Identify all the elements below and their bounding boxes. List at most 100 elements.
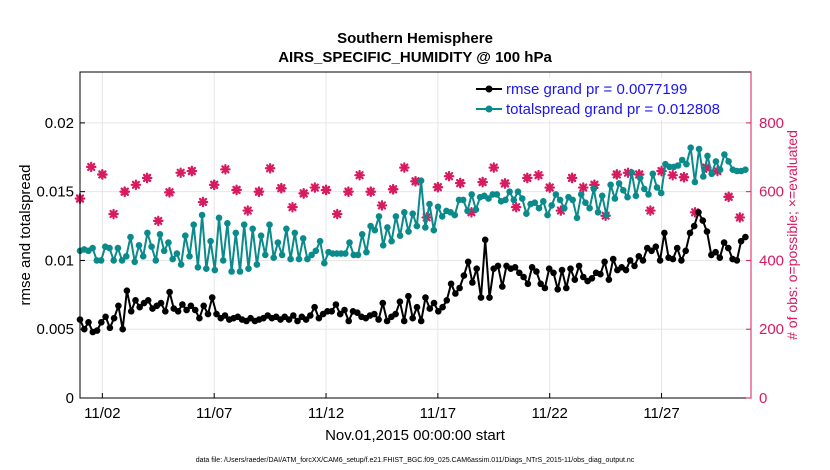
rmse-point (119, 325, 126, 333)
obs-marker-core (547, 184, 553, 191)
plot-area (80, 72, 751, 398)
rmse-point (622, 266, 630, 274)
obs-evaluated-marker (678, 171, 690, 183)
totalspread-point (409, 210, 417, 217)
rmse-point (456, 284, 463, 292)
totalspread-point (186, 252, 193, 260)
rmse-point (601, 258, 608, 266)
obs-possible-marker (399, 162, 410, 173)
totalspread-point (131, 258, 138, 266)
rmse-series (76, 209, 749, 336)
totalspread-series (76, 144, 749, 275)
totalspread-point (139, 252, 147, 260)
legend-rmse-label: rmse grand pr = 0.0077199 (506, 81, 687, 98)
rmse-point (550, 269, 557, 277)
rmse-point (712, 248, 719, 256)
y-right-tick-label: 600 (759, 184, 784, 201)
totalspread-point (177, 261, 185, 268)
obs-marker-core (726, 194, 732, 200)
totalspread-point (240, 221, 248, 228)
rmse-point (191, 306, 199, 314)
legend-rmse-marker (485, 85, 493, 93)
totalspread-point (742, 166, 749, 173)
obs-evaluated-marker (186, 165, 198, 177)
totalspread-point (89, 244, 96, 252)
obs-possible-marker (533, 169, 544, 181)
y-right-tick-label: 200 (759, 321, 784, 338)
rmse-point (166, 288, 173, 296)
totalspread-point (160, 247, 168, 255)
rmse-point (635, 252, 643, 260)
totalspread-point (312, 247, 320, 255)
obs-possible-marker (220, 164, 231, 175)
totalspread-point (308, 251, 315, 259)
rmse-point (409, 314, 417, 322)
rmse-point (311, 303, 318, 311)
obs-marker-core (122, 189, 128, 195)
rmse-point (695, 209, 702, 216)
obs-marker-core (681, 174, 687, 180)
rmse-point (345, 317, 353, 325)
totalspread-point (632, 192, 640, 200)
totalspread-point (114, 244, 122, 252)
totalspread-point (636, 174, 644, 182)
rmse-point (302, 316, 310, 323)
obs-marker-core (670, 172, 676, 178)
obs-possible-marker (287, 201, 298, 213)
obs-possible-marker (130, 179, 142, 191)
rmse-point (631, 262, 638, 270)
totalspread-point (346, 239, 353, 246)
totalspread-point (379, 242, 387, 249)
rmse-point (597, 270, 604, 278)
obs-evaluated-marker (477, 176, 488, 188)
y-right-tick-label: 0 (759, 390, 767, 407)
x-tick-label: 11/02 (84, 405, 120, 422)
totalspread-point (514, 188, 522, 195)
obs-marker-core (155, 218, 161, 224)
rmse-point (533, 268, 540, 275)
rmse-point (174, 308, 182, 315)
totalspread-point (464, 207, 471, 215)
legend-spread-marker (485, 105, 493, 113)
rmse-point (742, 233, 749, 241)
rmse-point (341, 306, 348, 314)
y-right-tick-label: 400 (759, 252, 784, 269)
totalspread-point (708, 170, 715, 178)
totalspread-point (573, 214, 581, 222)
y-tick-label: 0.015 (36, 184, 74, 201)
rmse-point (682, 247, 689, 255)
obs-marker-core (524, 175, 530, 181)
totalspread-point (544, 211, 551, 219)
rmse-point (183, 306, 190, 314)
rmse-point (200, 302, 207, 310)
rmse-point (106, 324, 114, 332)
rmse-point (375, 316, 382, 323)
totalspread-point (135, 242, 143, 249)
totalspread-point (358, 231, 366, 238)
rmse-point (690, 222, 698, 230)
obs-evaluated-marker (253, 186, 265, 197)
totalspread-point (198, 211, 206, 219)
rmse-point (669, 255, 677, 263)
rmse-point (678, 257, 685, 264)
obs-possible-marker (734, 212, 746, 223)
totalspread-point (295, 255, 303, 263)
rmse-point (528, 264, 536, 271)
rmse-point (208, 294, 216, 301)
obs-evaluated-marker (387, 183, 399, 195)
grid (80, 72, 751, 398)
rmse-point (379, 299, 387, 307)
rmse-point (464, 258, 472, 266)
obs-marker-core (166, 189, 173, 195)
series-lines (76, 144, 749, 336)
obs-possible-marker (488, 162, 500, 173)
obs-possible-marker (152, 215, 164, 227)
legend-box (471, 78, 739, 120)
rmse-point (733, 257, 741, 264)
rmse-point (563, 284, 570, 292)
totalspread-point (257, 232, 265, 239)
obs-possible-marker (108, 208, 119, 220)
rmse-point (439, 303, 446, 311)
obs-possible-marker (175, 167, 186, 179)
